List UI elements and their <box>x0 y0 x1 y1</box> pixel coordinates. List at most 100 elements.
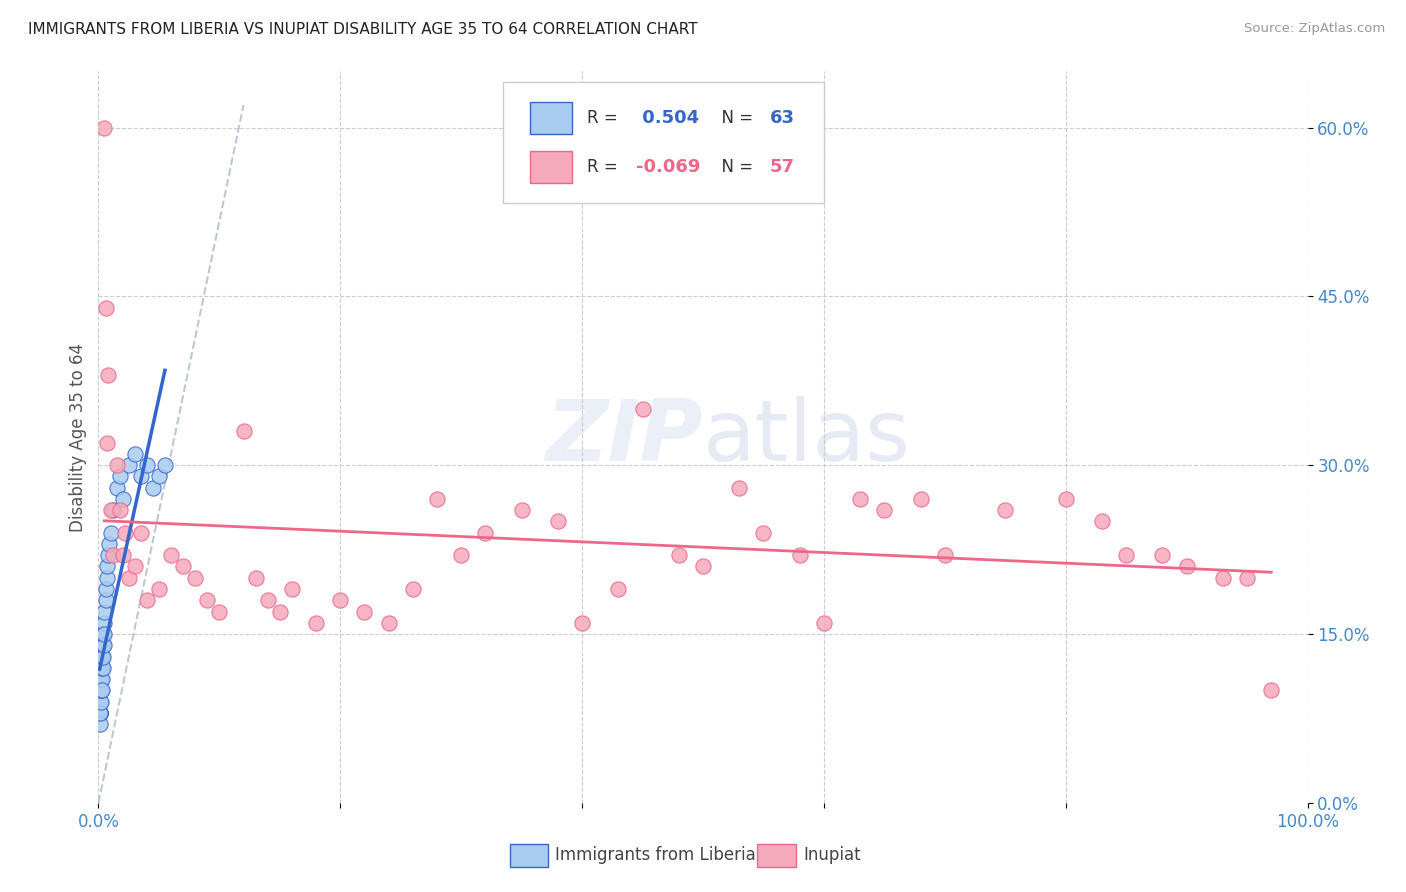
Point <box>101 548 124 562</box>
Point <box>96 435 118 450</box>
Point <box>89 706 111 720</box>
Point <box>402 582 425 596</box>
Text: IMMIGRANTS FROM LIBERIA VS INUPIAT DISABILITY AGE 35 TO 64 CORRELATION CHART: IMMIGRANTS FROM LIBERIA VS INUPIAT DISAB… <box>28 22 697 37</box>
Point <box>1212 571 1234 585</box>
Point <box>90 672 112 686</box>
Point <box>208 605 231 619</box>
Point <box>135 458 157 473</box>
Point <box>124 559 146 574</box>
Point <box>105 458 128 473</box>
Point <box>934 548 956 562</box>
Point <box>232 425 254 439</box>
Point <box>752 525 775 540</box>
Text: Immigrants from Liberia: Immigrants from Liberia <box>555 847 756 864</box>
Point <box>100 503 122 517</box>
Point <box>849 491 872 506</box>
Text: 0.504: 0.504 <box>637 110 700 128</box>
Point <box>89 694 111 708</box>
Point <box>96 571 118 585</box>
FancyBboxPatch shape <box>509 844 548 867</box>
Point <box>91 661 114 675</box>
Point <box>100 525 122 540</box>
Point <box>269 605 291 619</box>
Point <box>90 683 112 698</box>
Point <box>89 706 111 720</box>
Point <box>97 548 120 562</box>
Point <box>89 694 111 708</box>
Point <box>89 683 111 698</box>
Point <box>1175 559 1198 574</box>
Point <box>256 593 278 607</box>
FancyBboxPatch shape <box>530 103 572 134</box>
Point <box>305 615 328 630</box>
Point <box>607 582 630 596</box>
Point <box>111 548 134 562</box>
Point <box>91 649 114 664</box>
Point <box>89 683 111 698</box>
Point <box>571 615 593 630</box>
Point <box>89 661 111 675</box>
Point <box>108 469 131 483</box>
Point <box>129 525 152 540</box>
Point <box>89 694 111 708</box>
Point <box>89 683 111 698</box>
Point <box>90 683 112 698</box>
Point <box>91 683 114 698</box>
Point <box>90 694 112 708</box>
Point <box>1115 548 1137 562</box>
Point <box>631 401 654 416</box>
Point <box>89 683 111 698</box>
Point <box>547 515 569 529</box>
Point <box>89 706 111 720</box>
Point <box>118 571 141 585</box>
Point <box>93 638 115 652</box>
Point <box>89 672 111 686</box>
Point <box>118 458 141 473</box>
Point <box>873 503 896 517</box>
Point <box>148 582 170 596</box>
Point <box>91 672 114 686</box>
Point <box>89 683 111 698</box>
Point <box>353 605 375 619</box>
Point <box>142 481 165 495</box>
Point <box>94 582 117 596</box>
Point <box>148 469 170 483</box>
Point <box>96 559 118 574</box>
Point <box>135 593 157 607</box>
Point <box>90 683 112 698</box>
Point <box>89 706 111 720</box>
Point <box>1091 515 1114 529</box>
Point <box>692 559 714 574</box>
Point <box>377 615 399 630</box>
Point <box>281 582 304 596</box>
Point <box>160 548 183 562</box>
FancyBboxPatch shape <box>530 151 572 183</box>
Point <box>1054 491 1077 506</box>
Point <box>90 661 112 675</box>
Point <box>90 661 112 675</box>
Point <box>728 481 751 495</box>
Point <box>1236 571 1258 585</box>
Point <box>510 503 533 517</box>
Point <box>910 491 932 506</box>
Text: atlas: atlas <box>703 395 911 479</box>
Point <box>91 649 114 664</box>
FancyBboxPatch shape <box>758 844 796 867</box>
Point <box>91 638 114 652</box>
Point <box>91 627 114 641</box>
Point <box>93 627 115 641</box>
Point <box>813 615 835 630</box>
Point <box>184 571 207 585</box>
Point <box>90 649 112 664</box>
Point <box>994 503 1017 517</box>
Point <box>93 120 115 135</box>
Point <box>101 503 124 517</box>
Point <box>89 706 111 720</box>
Text: R =: R = <box>586 110 623 128</box>
Point <box>426 491 449 506</box>
Point <box>245 571 267 585</box>
Text: R =: R = <box>586 158 623 176</box>
Y-axis label: Disability Age 35 to 64: Disability Age 35 to 64 <box>69 343 87 532</box>
Text: N =: N = <box>711 158 759 176</box>
Point <box>450 548 472 562</box>
